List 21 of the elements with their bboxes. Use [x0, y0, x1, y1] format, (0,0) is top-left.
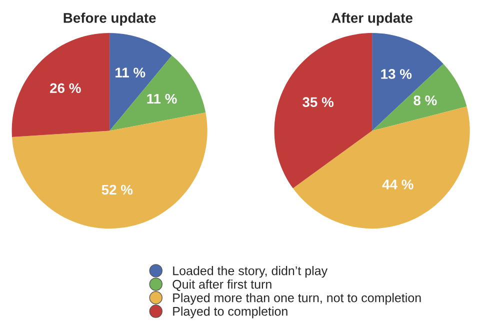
pie-slice [372, 33, 444, 131]
pie-slice [12, 33, 110, 137]
legend-label: Played to completion [173, 306, 288, 318]
data-label: 11 % [116, 68, 146, 78]
chart-title: After update [332, 12, 412, 26]
legend-label: Quit after first turn [172, 280, 272, 291]
data-label: 13 % [381, 69, 412, 79]
pie-slice [292, 106, 470, 229]
data-label: 11 % [147, 94, 177, 104]
data-label: 8 % [414, 95, 437, 106]
data-label: 52 % [102, 184, 133, 195]
pie-slice [274, 33, 372, 188]
legend-label: Played more than one turn, not to completion [173, 293, 421, 305]
pie-slice [372, 64, 467, 131]
pie-slice [110, 55, 206, 131]
pie-slice [12, 112, 208, 229]
data-label: 35 % [302, 97, 334, 108]
legend-label: Loaded the story, didn’t play [173, 266, 328, 278]
chart-title: Before update [64, 12, 156, 26]
data-label: 44 % [382, 180, 414, 190]
data-label: 26 % [50, 83, 81, 94]
